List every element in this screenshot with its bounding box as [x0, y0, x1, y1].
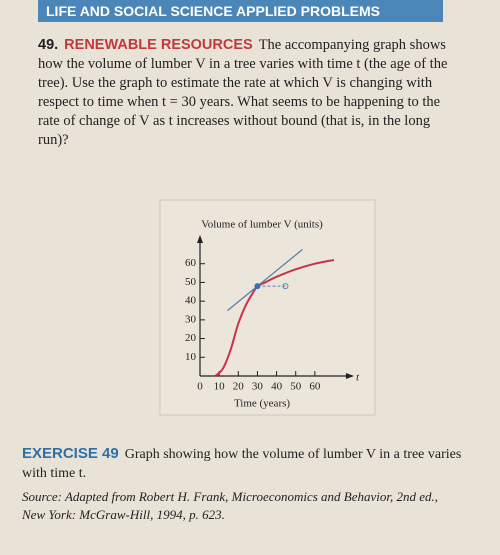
x-tick-label: 30 [252, 381, 264, 393]
y-tick-label: 30 [185, 313, 197, 325]
x-tick-label: 60 [309, 381, 321, 393]
problem-number: 49. [38, 37, 59, 53]
x-variable: t [356, 372, 360, 384]
x-tick-label: 20 [233, 381, 245, 393]
x-tick-label: 0 [197, 381, 203, 393]
y-arrow [197, 235, 203, 243]
y-tick-label: 20 [185, 332, 197, 344]
header: LIFE AND SOCIAL SCIENCE APPLIED PROBLEMS [38, 0, 443, 22]
y-tick-label: 60 [185, 257, 197, 269]
caption: EXERCISE 49 Graph showing how the volume … [22, 444, 462, 483]
y-tick-label: 40 [185, 295, 197, 307]
x-tick-label: 10 [214, 381, 226, 393]
tangent-point [254, 283, 261, 290]
caption-text: Graph showing how the volume of lumber V… [22, 447, 462, 481]
x-tick-label: 50 [290, 381, 302, 393]
x-axis-label: Time (years) [234, 398, 290, 410]
y-tick-label: 10 [185, 351, 197, 363]
problem-text: The accompanying graph shows how the vol… [38, 37, 448, 148]
x-tick-label: 40 [271, 381, 283, 393]
run-end [282, 283, 289, 290]
problem-topic: RENEWABLE RESOURCES [64, 37, 253, 53]
chart: Volume of lumber V (units) Time (years) … [159, 199, 376, 416]
tangent-line [227, 249, 303, 312]
y-axis-label: Volume of lumber V (units) [201, 219, 323, 231]
figure-panel [159, 199, 376, 416]
x-arrow [346, 373, 354, 379]
y-tick-label: 50 [185, 276, 197, 288]
source: Source: Adapted from Robert H. Frank, Mi… [22, 489, 439, 522]
caption-label: EXERCISE 49 [22, 445, 119, 462]
problem: 49. RENEWABLE RESOURCES The accompanying g… [38, 36, 448, 150]
